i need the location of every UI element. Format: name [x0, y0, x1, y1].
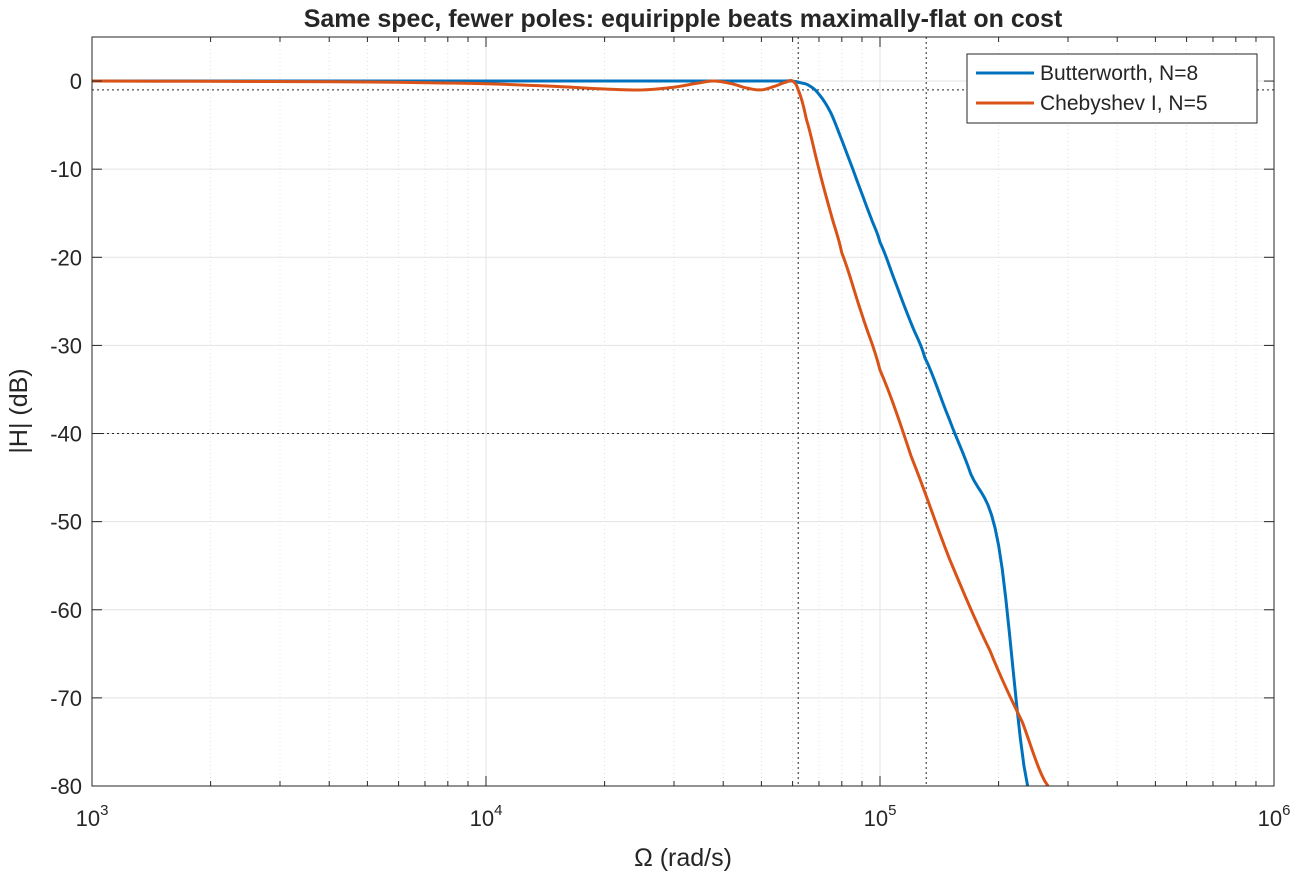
x-tick-labels: 103 104 105 106: [76, 802, 1291, 831]
chart-title: Same spec, fewer poles: equiripple beats…: [304, 5, 1063, 33]
x-tick-label: 104: [470, 802, 503, 831]
legend-label-butterworth: Butterworth, N=8: [1040, 62, 1198, 85]
series-line-butterworth: [92, 79, 1030, 786]
x-tick-label: 103: [76, 802, 109, 831]
axis-ticks: [91, 37, 1275, 787]
series-line-chebyshev: [92, 79, 1050, 786]
y-tick-label: 0: [70, 69, 82, 94]
y-tick-label: -60: [50, 598, 82, 623]
y-tick-label: -40: [50, 422, 82, 447]
legend: Butterworth, N=8 Chebyshev I, N=5: [966, 53, 1258, 124]
series-layer: [92, 79, 1050, 786]
legend-label-chebyshev: Chebyshev I, N=5: [1040, 92, 1208, 115]
y-tick-label: -10: [50, 157, 82, 182]
minor-grid: [210, 37, 1257, 786]
plot-frame: [91, 36, 1275, 787]
x-tick-label: 106: [1258, 802, 1291, 831]
y-axis-label: |H| (dB): [5, 368, 33, 453]
plot-background: [92, 37, 1274, 786]
y-tick-labels: 0 -10 -20 -30 -40 -50 -60 -70 -80: [50, 69, 82, 799]
y-tick-label: -50: [50, 510, 82, 535]
y-tick-label: -20: [50, 245, 82, 270]
y-tick-label: -70: [50, 686, 82, 711]
x-axis-label: Ω (rad/s): [634, 844, 732, 872]
legend-box: [966, 53, 1258, 124]
y-tick-label: -30: [50, 333, 82, 358]
x-tick-label: 105: [864, 802, 897, 831]
y-tick-label: -80: [50, 774, 82, 799]
